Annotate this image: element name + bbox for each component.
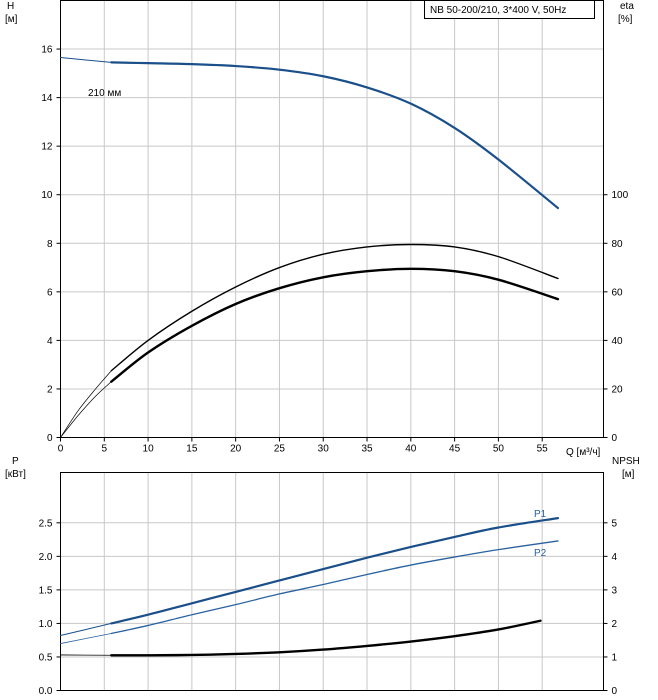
- series-line-eta-pump-ext: [60, 381, 112, 438]
- chart-title: NB 50-200/210, 3*400 V, 50Hz: [430, 5, 566, 16]
- series-line-h-ext: [60, 57, 112, 63]
- series-line-npsh: [110, 619, 542, 657]
- y2-right-label-unit: [м]: [622, 469, 635, 480]
- y-left-tick-label: 14: [41, 93, 53, 104]
- y-right-tick-label: 60: [612, 287, 624, 298]
- y2-left-label-name: P: [12, 456, 19, 467]
- x-tick-label: 15: [186, 444, 198, 455]
- power-npsh-panel: 0.0 0.5 1.0 1.5 2.0 2.5 0 1 2 3 4 5 P [кВт] NPSH [м…: [5, 456, 640, 697]
- y2-right-label-name: NPSH: [612, 456, 640, 467]
- y-left-tick-label: 2.5: [39, 518, 53, 529]
- power-plot-frame: [60, 472, 604, 691]
- y-right-tick-label: 3: [612, 585, 618, 596]
- y-left-tick-label: 8: [47, 239, 53, 250]
- x-tick-label: 40: [405, 444, 417, 455]
- y-right-tick-label: 4: [612, 552, 618, 563]
- y-left-tick-label: 6: [47, 287, 53, 298]
- y-right-tick-label: 40: [612, 336, 624, 347]
- series-line-p1: [110, 517, 560, 625]
- series-line-eta: [110, 243, 559, 372]
- x-tick-label: 50: [493, 444, 505, 455]
- y-left-tick-label: 0.5: [39, 652, 53, 663]
- series-line-p2-ext: [60, 633, 112, 644]
- y-left-tick-label: 16: [41, 45, 53, 56]
- x-tick-label: 10: [143, 444, 155, 455]
- impeller-diameter-label: 210 мм: [88, 88, 121, 99]
- head-plot-frame: [60, 0, 604, 438]
- y-right-tick-label: 1: [612, 652, 618, 663]
- series-line-eta-ext: [60, 370, 112, 438]
- series-line-h: [110, 61, 560, 210]
- y-left-tick-label: 12: [41, 142, 53, 153]
- x-tick-label: 5: [102, 444, 108, 455]
- y-left-tick-label: 2.0: [39, 552, 53, 563]
- y-right-label-unit: [%]: [618, 14, 633, 25]
- y-left-tick-label: 10: [41, 190, 53, 201]
- y-right-tick-label: 0: [612, 686, 618, 697]
- y-right-tick-label: 0: [612, 433, 618, 444]
- y-left-tick-label: 0: [47, 433, 53, 444]
- y-right-tick-label: 100: [612, 190, 629, 201]
- y-right-tick-label: 20: [612, 384, 624, 395]
- p1-series-label: P1: [534, 509, 547, 520]
- x-tick-label: 45: [449, 444, 461, 455]
- x-axis-label: Q [м³/ч]: [566, 447, 601, 458]
- x-tick-label: 30: [318, 444, 330, 455]
- y-left-label-unit: [м]: [5, 14, 18, 25]
- head-efficiency-panel: 0 2 4 6 8 10 12 14 16 0 20 40 60 80 100 0 5 10 15 20 25 30 35 4…: [5, 0, 634, 458]
- p2-series-label: P2: [534, 548, 547, 559]
- y-left-tick-label: 0.0: [39, 686, 53, 697]
- y-left-tick-label: 4: [47, 336, 53, 347]
- series-line-eta-pump: [110, 267, 560, 383]
- y-right-tick-label: 2: [612, 619, 618, 630]
- x-tick-label: 55: [537, 444, 549, 455]
- x-tick-label: 25: [274, 444, 286, 455]
- y-left-tick-label: 1.5: [39, 585, 53, 596]
- x-tick-label: 35: [361, 444, 373, 455]
- y-right-tick-label: 5: [612, 518, 618, 529]
- series-line-p1-ext: [60, 622, 112, 636]
- y-left-tick-label: 1.0: [39, 619, 53, 630]
- y2-left-label-unit: [кВт]: [5, 469, 26, 480]
- y-right-tick-label: 80: [612, 239, 624, 250]
- series-line-p2: [110, 540, 559, 635]
- y-left-label-name: H: [7, 1, 14, 12]
- title-box: [424, 0, 595, 19]
- y-right-label-name: eta: [620, 1, 634, 12]
- y-left-tick-label: 2: [47, 384, 53, 395]
- x-tick-label: 0: [58, 444, 64, 455]
- x-tick-label: 20: [230, 444, 242, 455]
